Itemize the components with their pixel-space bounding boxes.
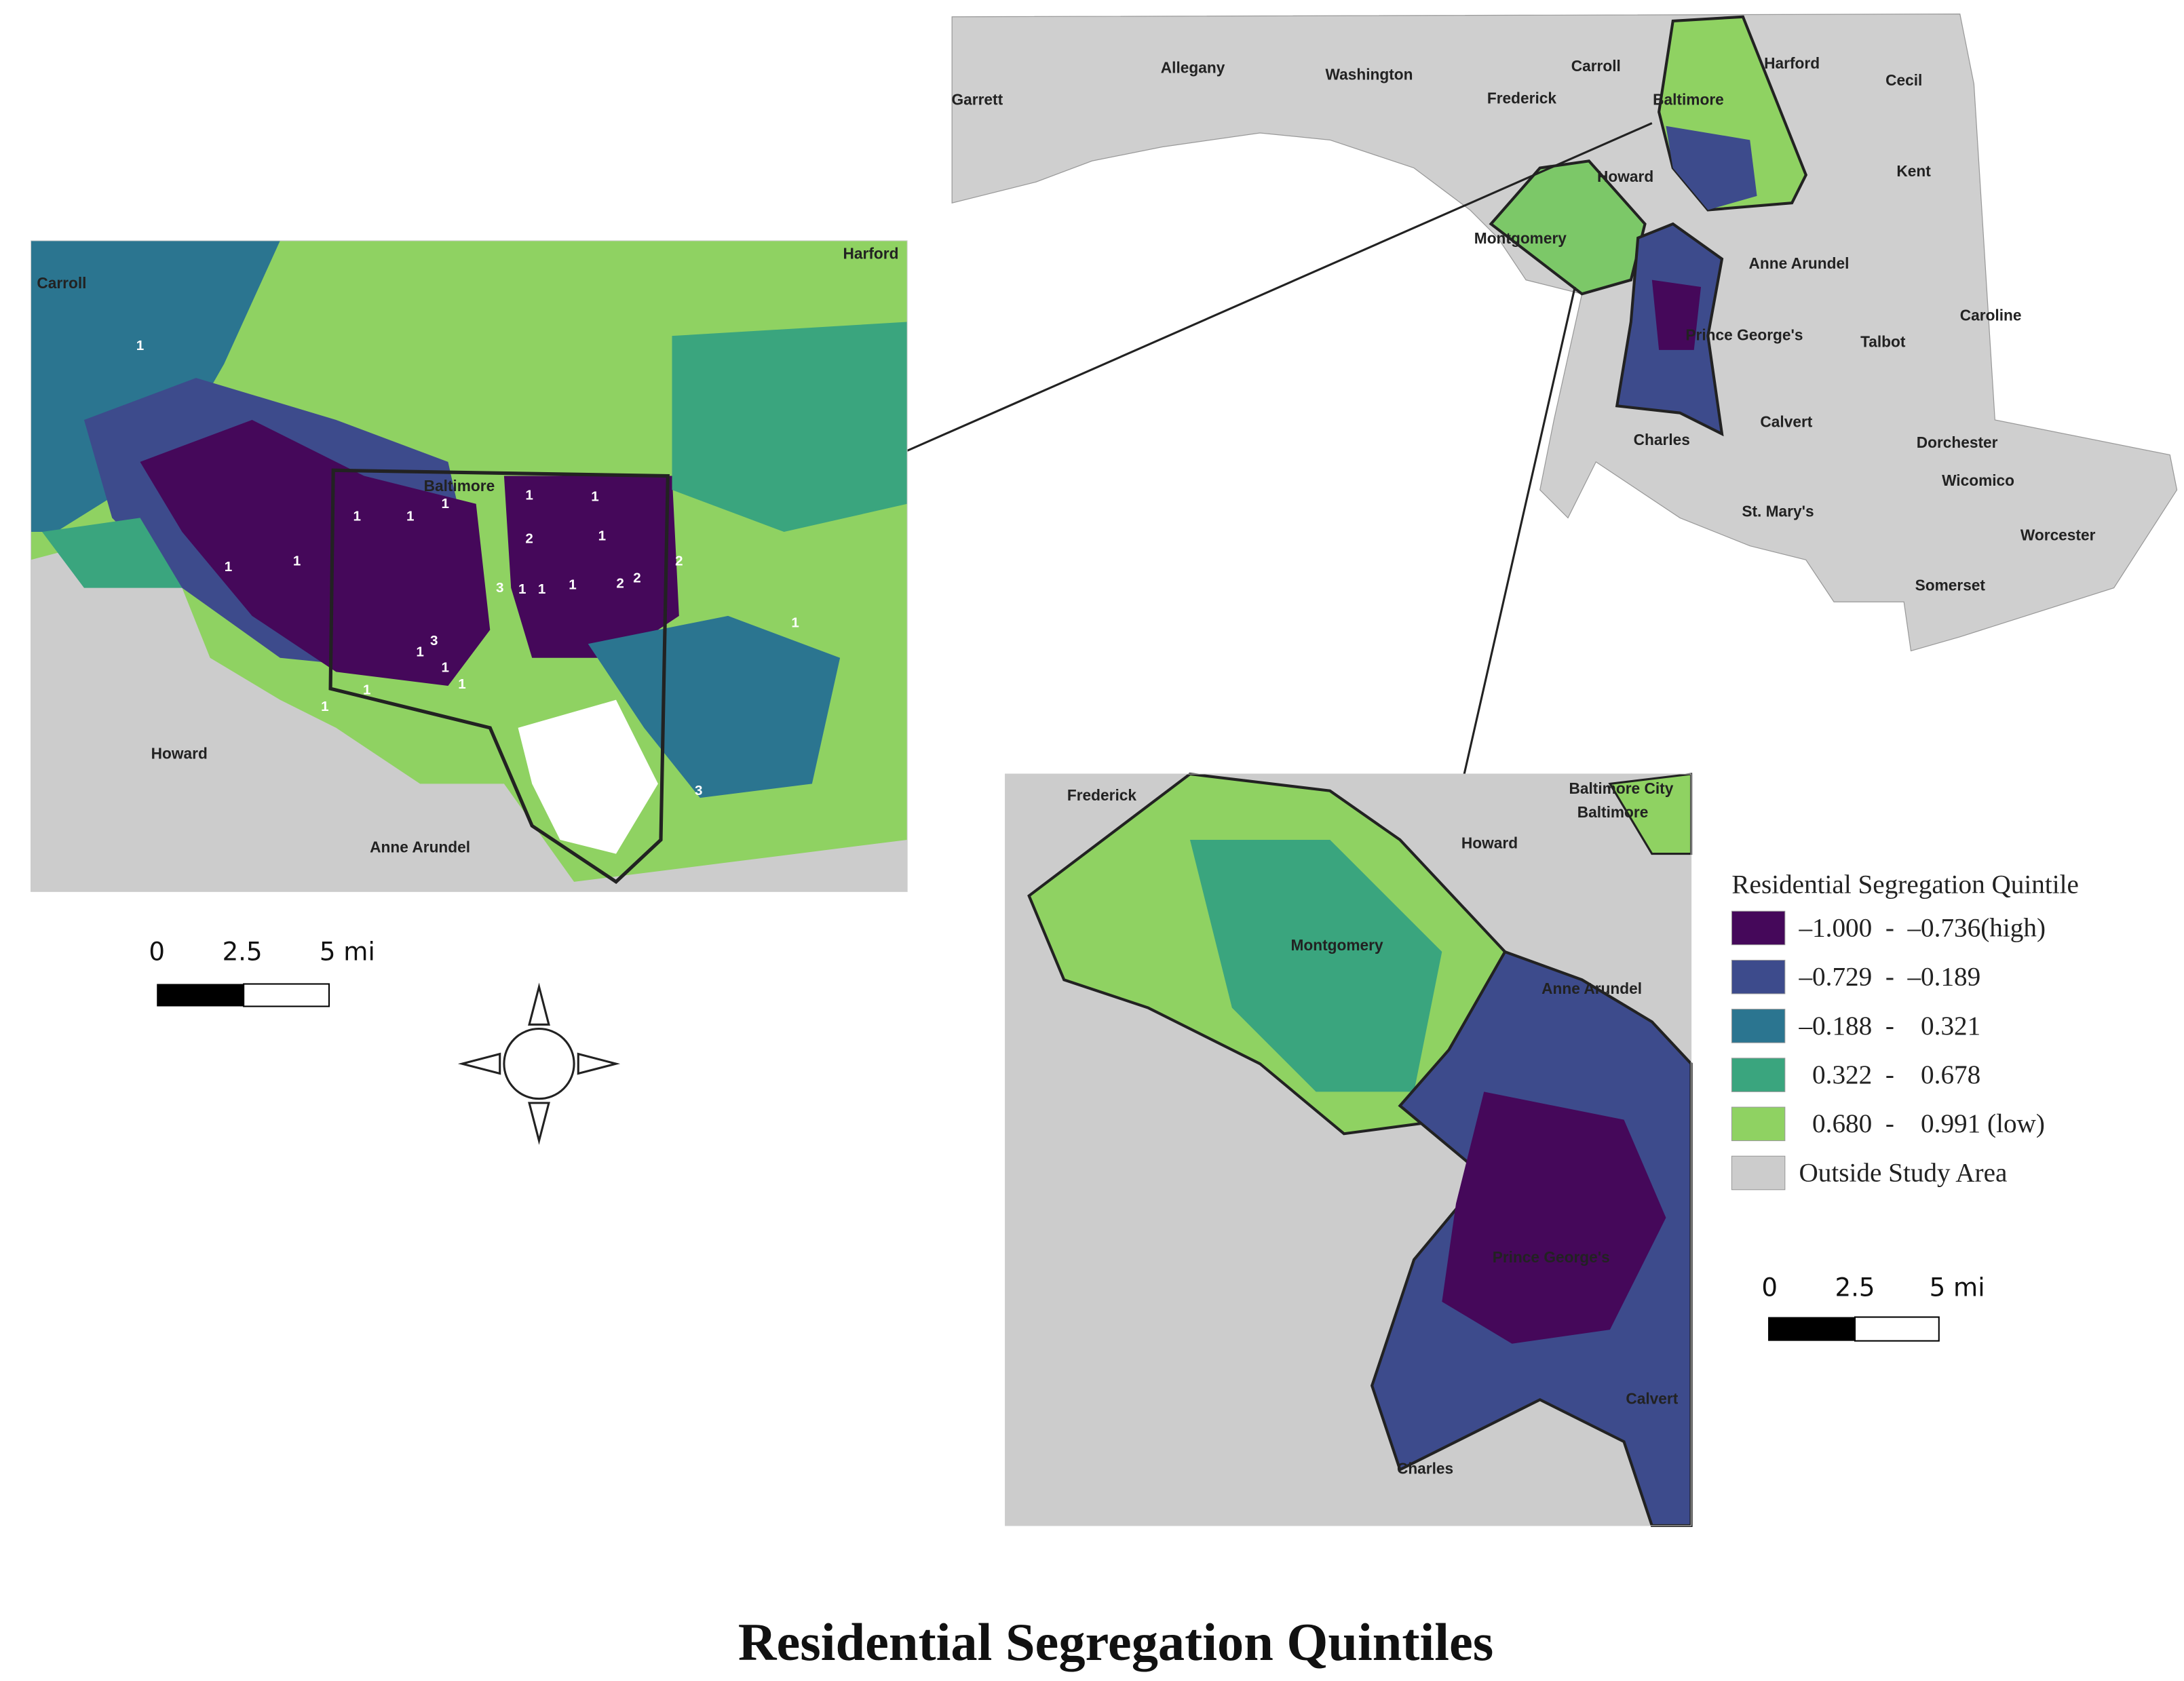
district-marker: 1 [518,581,526,597]
district-marker: 1 [591,489,598,505]
county-label: Anne Arundel [1749,254,1850,272]
district-marker: 1 [416,644,423,660]
county-label: Prince George's [1493,1248,1610,1266]
legend-swatch [1731,959,1786,994]
legend-swatch [1731,1106,1786,1142]
county-label: Montgomery [1474,229,1567,247]
district-marker: 1 [525,488,533,503]
district-marker: 3 [430,633,438,649]
district-marker: 1 [458,676,465,692]
district-marker: 1 [538,581,545,597]
state-map [951,14,2178,652]
scale-bar: 0 2.5 5 mi [1761,1273,1985,1342]
dc-inset: Frederick Howard Baltimore City Baltimor… [1005,772,1693,1528]
district-marker: 1 [353,509,361,524]
legend-title: Residential Segregation Quintile [1731,870,2079,899]
county-label: Howard [151,744,208,762]
district-marker: 2 [675,554,683,569]
county-label: Somerset [1915,577,1986,594]
county-label: Garrett [951,91,1003,109]
scale-label: 5 mi [320,937,375,966]
district-marker: 1 [569,577,576,593]
district-marker: 1 [406,509,414,524]
district-marker: 1 [321,699,328,714]
connector [1461,286,1576,780]
legend-swatch [1731,1058,1786,1092]
district-marker: 2 [616,576,624,592]
state-labels: Garrett Allegany Washington Carroll Fred… [951,54,2095,594]
county-label: Anne Arundel [1541,980,1642,997]
county-label: Baltimore City [1569,779,1674,797]
county-label: Harford [1764,54,1820,72]
district-marker: 1 [442,496,449,511]
county-label: Frederick [1487,90,1557,107]
scale-label: 2.5 [1835,1273,1875,1302]
county-label: Anne Arundel [370,838,470,856]
legend-label: –1.000 - –0.736(high) [1798,913,2046,942]
county-label: Talbot [1860,333,1906,351]
county-label: Charles [1397,1460,1453,1477]
compass [457,982,621,1145]
district-marker: 1 [293,554,301,569]
legend-label: –0.188 - 0.321 [1798,1011,1980,1041]
legend-swatch [1731,910,1786,946]
county-label: Baltimore [424,477,495,495]
legend-swatch [1731,1009,1786,1043]
legend-label: Outside Study Area [1799,1158,2007,1187]
scale-label: 0 [1761,1273,1778,1302]
legend: Residential Segregation Quintile –1.000 … [1731,870,2079,1191]
scale-label: 2.5 [223,937,263,966]
figure-title: Residential Segregation Quintiles [738,1612,1493,1672]
county-label: Montgomery [1291,936,1384,954]
baltimore-inset: Carroll Harford Baltimore Howard Anne Ar… [31,240,908,892]
district-marker: 2 [633,570,640,585]
district-marker: 3 [496,580,503,596]
county-label: Wicomico [1942,471,2014,489]
legend-swatch [1731,1155,1786,1191]
county-label: Washington [1326,66,1413,83]
legend-label: 0.322 - 0.678 [1799,1060,1980,1089]
scale-bar: 0 2.5 5 mi [149,937,375,1007]
county-label: Caroline [1960,306,2022,324]
district-marker: 1 [225,559,232,575]
county-label: Carroll [1571,57,1621,75]
legend-label: –0.729 - –0.189 [1798,963,1980,992]
scale-label: 5 mi [1930,1273,1985,1302]
county-label: Allegany [1161,58,1225,76]
county-label: Charles [1634,431,1690,448]
district-marker: 1 [136,338,144,353]
county-label: Howard [1597,168,1653,185]
county-label: Calvert [1760,412,1812,430]
legend-label: 0.680 - 0.991 (low) [1799,1109,2044,1138]
district-marker: 3 [695,783,702,798]
scale-label: 0 [149,937,165,966]
county-label: Howard [1461,834,1518,851]
county-label: Worcester [2020,526,2096,543]
county-label: Dorchester [1917,433,1998,451]
district-marker: 1 [598,528,606,543]
county-label: Kent [1896,162,1931,180]
district-marker: 1 [442,659,449,675]
county-label: Cecil [1885,71,1922,89]
connector [906,122,1653,452]
county-label: Prince George's [1685,326,1803,343]
county-label: Frederick [1067,786,1137,804]
county-label: Harford [843,245,899,263]
district-marker: 1 [363,682,370,697]
county-label: Carroll [37,274,86,292]
county-label: St. Mary's [1742,502,1814,520]
county-label: Baltimore [1653,91,1724,109]
county-label: Baltimore [1577,803,1649,821]
county-label: Calvert [1626,1389,1678,1407]
district-marker: 1 [791,615,799,630]
district-marker: 2 [525,531,533,547]
